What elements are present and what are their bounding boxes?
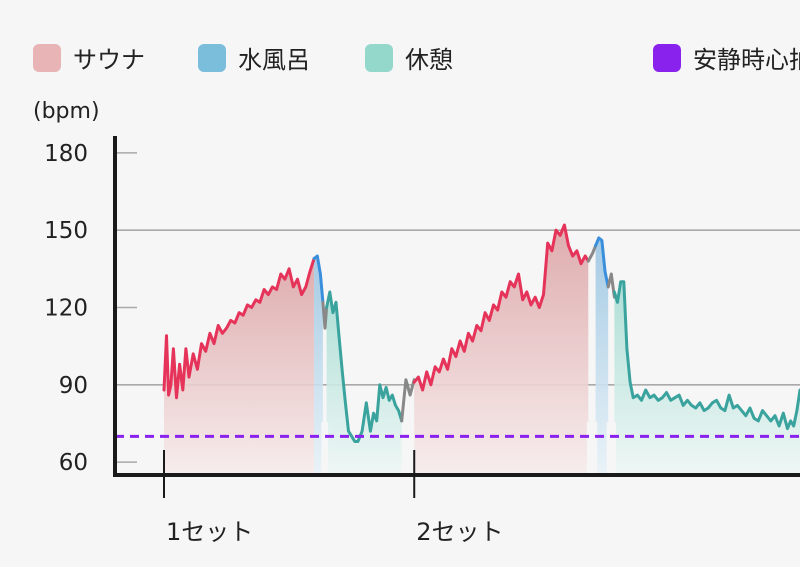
legend-swatch-rest bbox=[365, 43, 393, 72]
set-label-1: 1セット bbox=[166, 518, 253, 546]
legend: サウナ 水風呂 休憩 安静時心拍 bbox=[0, 40, 800, 80]
line-sauna-5 bbox=[412, 223, 590, 392]
legend-item-resting-heart-rate[interactable]: 安静時心拍 bbox=[653, 40, 800, 75]
legend-swatch-resting-heart-rate bbox=[653, 43, 681, 72]
y-tick-label-180: 180 bbox=[44, 141, 88, 167]
legend-item-rest[interactable]: 休憩 bbox=[365, 40, 453, 75]
fill-rest-3 bbox=[326, 292, 402, 475]
y-axis-unit-label: (bpm) bbox=[33, 99, 100, 124]
fill-cold-1 bbox=[314, 256, 323, 475]
y-tick-label-120: 120 bbox=[44, 296, 88, 322]
y-tick-label-150: 150 bbox=[44, 218, 88, 244]
legend-label-sauna: サウナ bbox=[73, 46, 145, 74]
line-rest-3 bbox=[325, 290, 404, 443]
legend-label-cold-bath: 水風呂 bbox=[238, 46, 310, 74]
fill-cold-7 bbox=[595, 237, 609, 475]
line-transition-6 bbox=[586, 244, 598, 263]
line-cold-7 bbox=[594, 236, 610, 289]
legend-swatch-sauna bbox=[33, 43, 61, 72]
y-tick-label-60: 60 bbox=[59, 450, 88, 476]
set-markers: 1セット 2セット bbox=[163, 450, 504, 546]
y-tick-labels: 60 90 120 150 180 bbox=[44, 141, 88, 476]
legend-label-rest: 休憩 bbox=[405, 46, 453, 74]
line-rest-9 bbox=[612, 280, 800, 431]
line-transition-4 bbox=[400, 378, 416, 423]
legend-swatch-cold-bath bbox=[198, 43, 226, 72]
y-tick-label-90: 90 bbox=[59, 373, 88, 399]
fill-rest-9 bbox=[614, 281, 800, 475]
legend-item-cold-bath[interactable]: 水風呂 bbox=[198, 40, 310, 75]
heart-rate-lines bbox=[162, 223, 800, 443]
line-transition-2 bbox=[321, 300, 329, 330]
axes bbox=[113, 136, 800, 477]
phase-fills bbox=[164, 225, 800, 475]
line-sauna-0 bbox=[162, 257, 316, 400]
set-label-2: 2セット bbox=[416, 518, 503, 546]
fill-sauna-0 bbox=[164, 258, 315, 475]
line-cold-1 bbox=[312, 254, 325, 304]
line-transition-8 bbox=[606, 272, 616, 299]
fill-sauna-5 bbox=[414, 225, 589, 475]
legend-label-resting-heart-rate: 安静時心拍 bbox=[693, 46, 800, 74]
legend-item-sauna[interactable]: サウナ bbox=[33, 40, 145, 75]
